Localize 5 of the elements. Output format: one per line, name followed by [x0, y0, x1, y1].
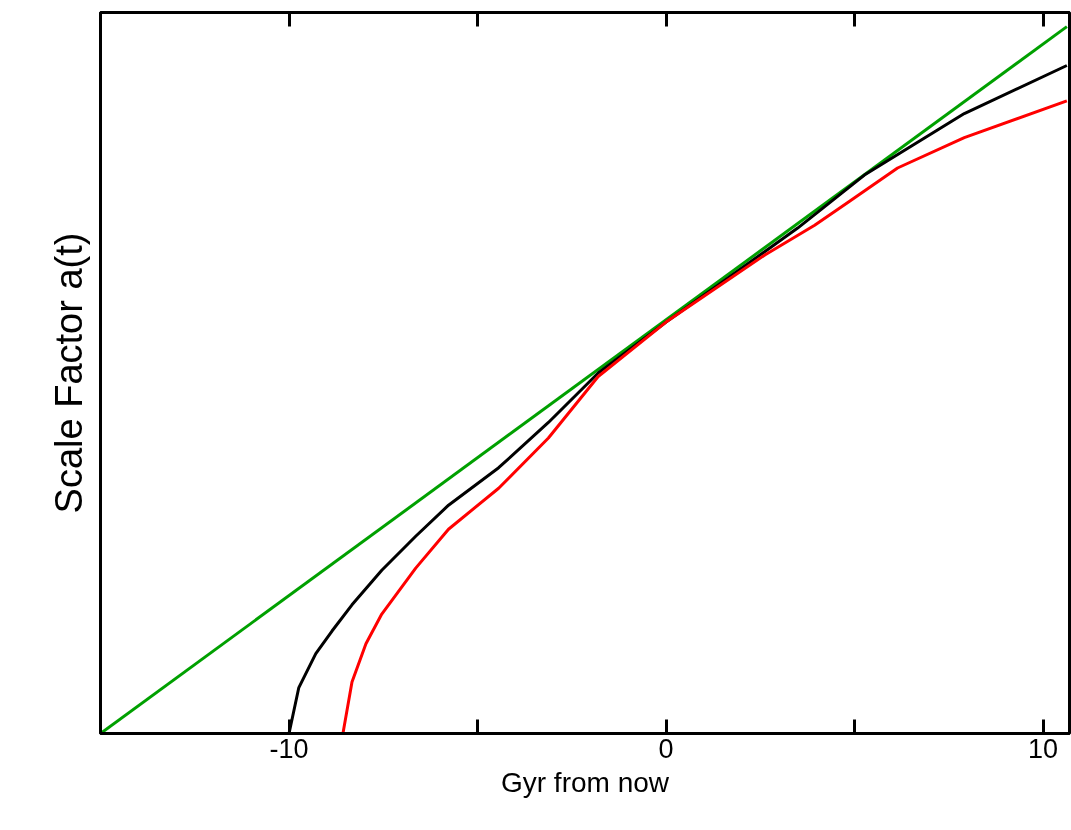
y-axis-title: Scale Factor a(t) — [47, 232, 90, 514]
x-tick-label: 0 — [658, 733, 674, 764]
x-axis-title: Gyr from now — [500, 766, 670, 798]
x-tick-label: 10 — [1028, 733, 1059, 764]
x-tick-label: -10 — [269, 733, 309, 764]
